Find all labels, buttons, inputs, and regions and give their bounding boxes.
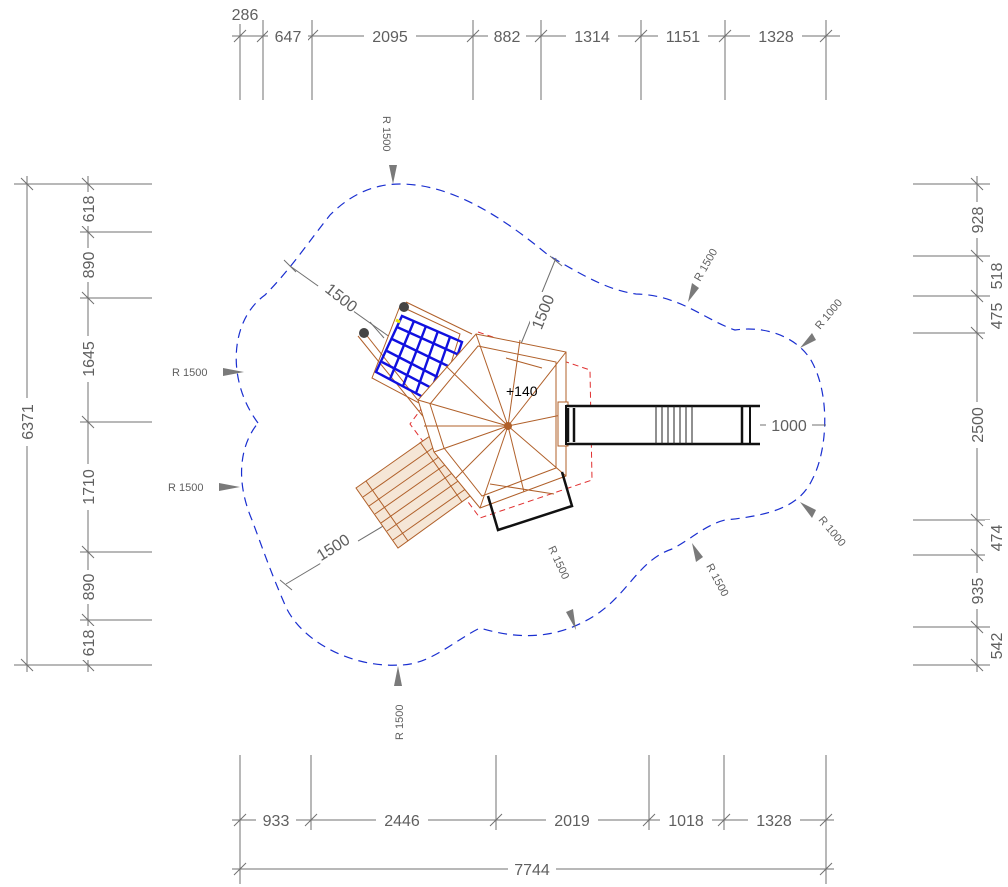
hexagonal-platform: [417, 333, 569, 509]
right-dimension-chain: 928 518 475 2500 474 935 542: [913, 176, 1007, 672]
left-dim-1: 618: [81, 196, 98, 223]
radius-left-lower: R 1500: [168, 482, 203, 494]
left-dim-4: 1710: [81, 469, 98, 505]
top-dim-4: 882: [494, 29, 521, 46]
bottom-total-dim: 7744: [514, 862, 550, 879]
platform-elevation: +140: [506, 383, 538, 399]
radius-top: R 1500: [380, 116, 392, 151]
right-dim-1: 928: [970, 207, 987, 234]
top-dim-2: 647: [275, 29, 302, 46]
radius-bottom: R 1500: [394, 705, 406, 740]
right-dim-3: 475: [989, 303, 1006, 330]
right-dim-6: 935: [970, 578, 987, 605]
left-dimension-chain: 6371 618 890 1645 1710 890 618: [14, 176, 152, 672]
left-dim-3: 1645: [81, 341, 98, 377]
top-dim-3: 2095: [372, 29, 408, 46]
top-dim-7: 1328: [758, 29, 794, 46]
right-dim-7: 542: [989, 633, 1006, 660]
bottom-dim-3: 2019: [554, 813, 590, 830]
radius-upper-right: R 1500: [692, 247, 720, 284]
bottom-dim-4: 1018: [668, 813, 704, 830]
play-structure: +140: [355, 301, 760, 549]
radius-lower-right: R 1500: [703, 562, 730, 599]
top-dim-1: 286: [232, 7, 259, 24]
left-dim-5: 890: [81, 574, 98, 601]
bottom-dim-5: 1328: [756, 813, 792, 830]
radius-lower-mid: R 1500: [545, 544, 571, 581]
safety-zone-outline: [235, 183, 826, 666]
right-dim-2: 518: [989, 263, 1006, 290]
top-dim-6: 1151: [666, 29, 701, 46]
radius-right-top: R 1000: [813, 297, 845, 332]
right-dim-4: 2500: [970, 407, 987, 443]
clearance-slide: 1000: [771, 418, 807, 435]
radius-right-bottom: R 1000: [816, 514, 848, 549]
top-dimension-chain: 286 647 2095 882 1314 1151 1328: [228, 2, 840, 100]
bottom-dim-1: 933: [263, 813, 290, 830]
right-dim-5: 474: [989, 525, 1006, 552]
slide: [565, 404, 760, 446]
radius-left-upper: R 1500: [172, 367, 207, 379]
climbing-net: [374, 314, 464, 408]
bottom-dim-2: 2446: [384, 813, 420, 830]
bottom-dimension-chain: 933 2446 2019 1018 1328 7744: [232, 755, 834, 884]
left-dim-2: 890: [81, 252, 98, 279]
left-total-dim: 6371: [20, 404, 37, 440]
top-dim-5: 1314: [574, 29, 610, 46]
rail-loop: [486, 471, 574, 532]
left-dim-6: 618: [81, 630, 98, 657]
